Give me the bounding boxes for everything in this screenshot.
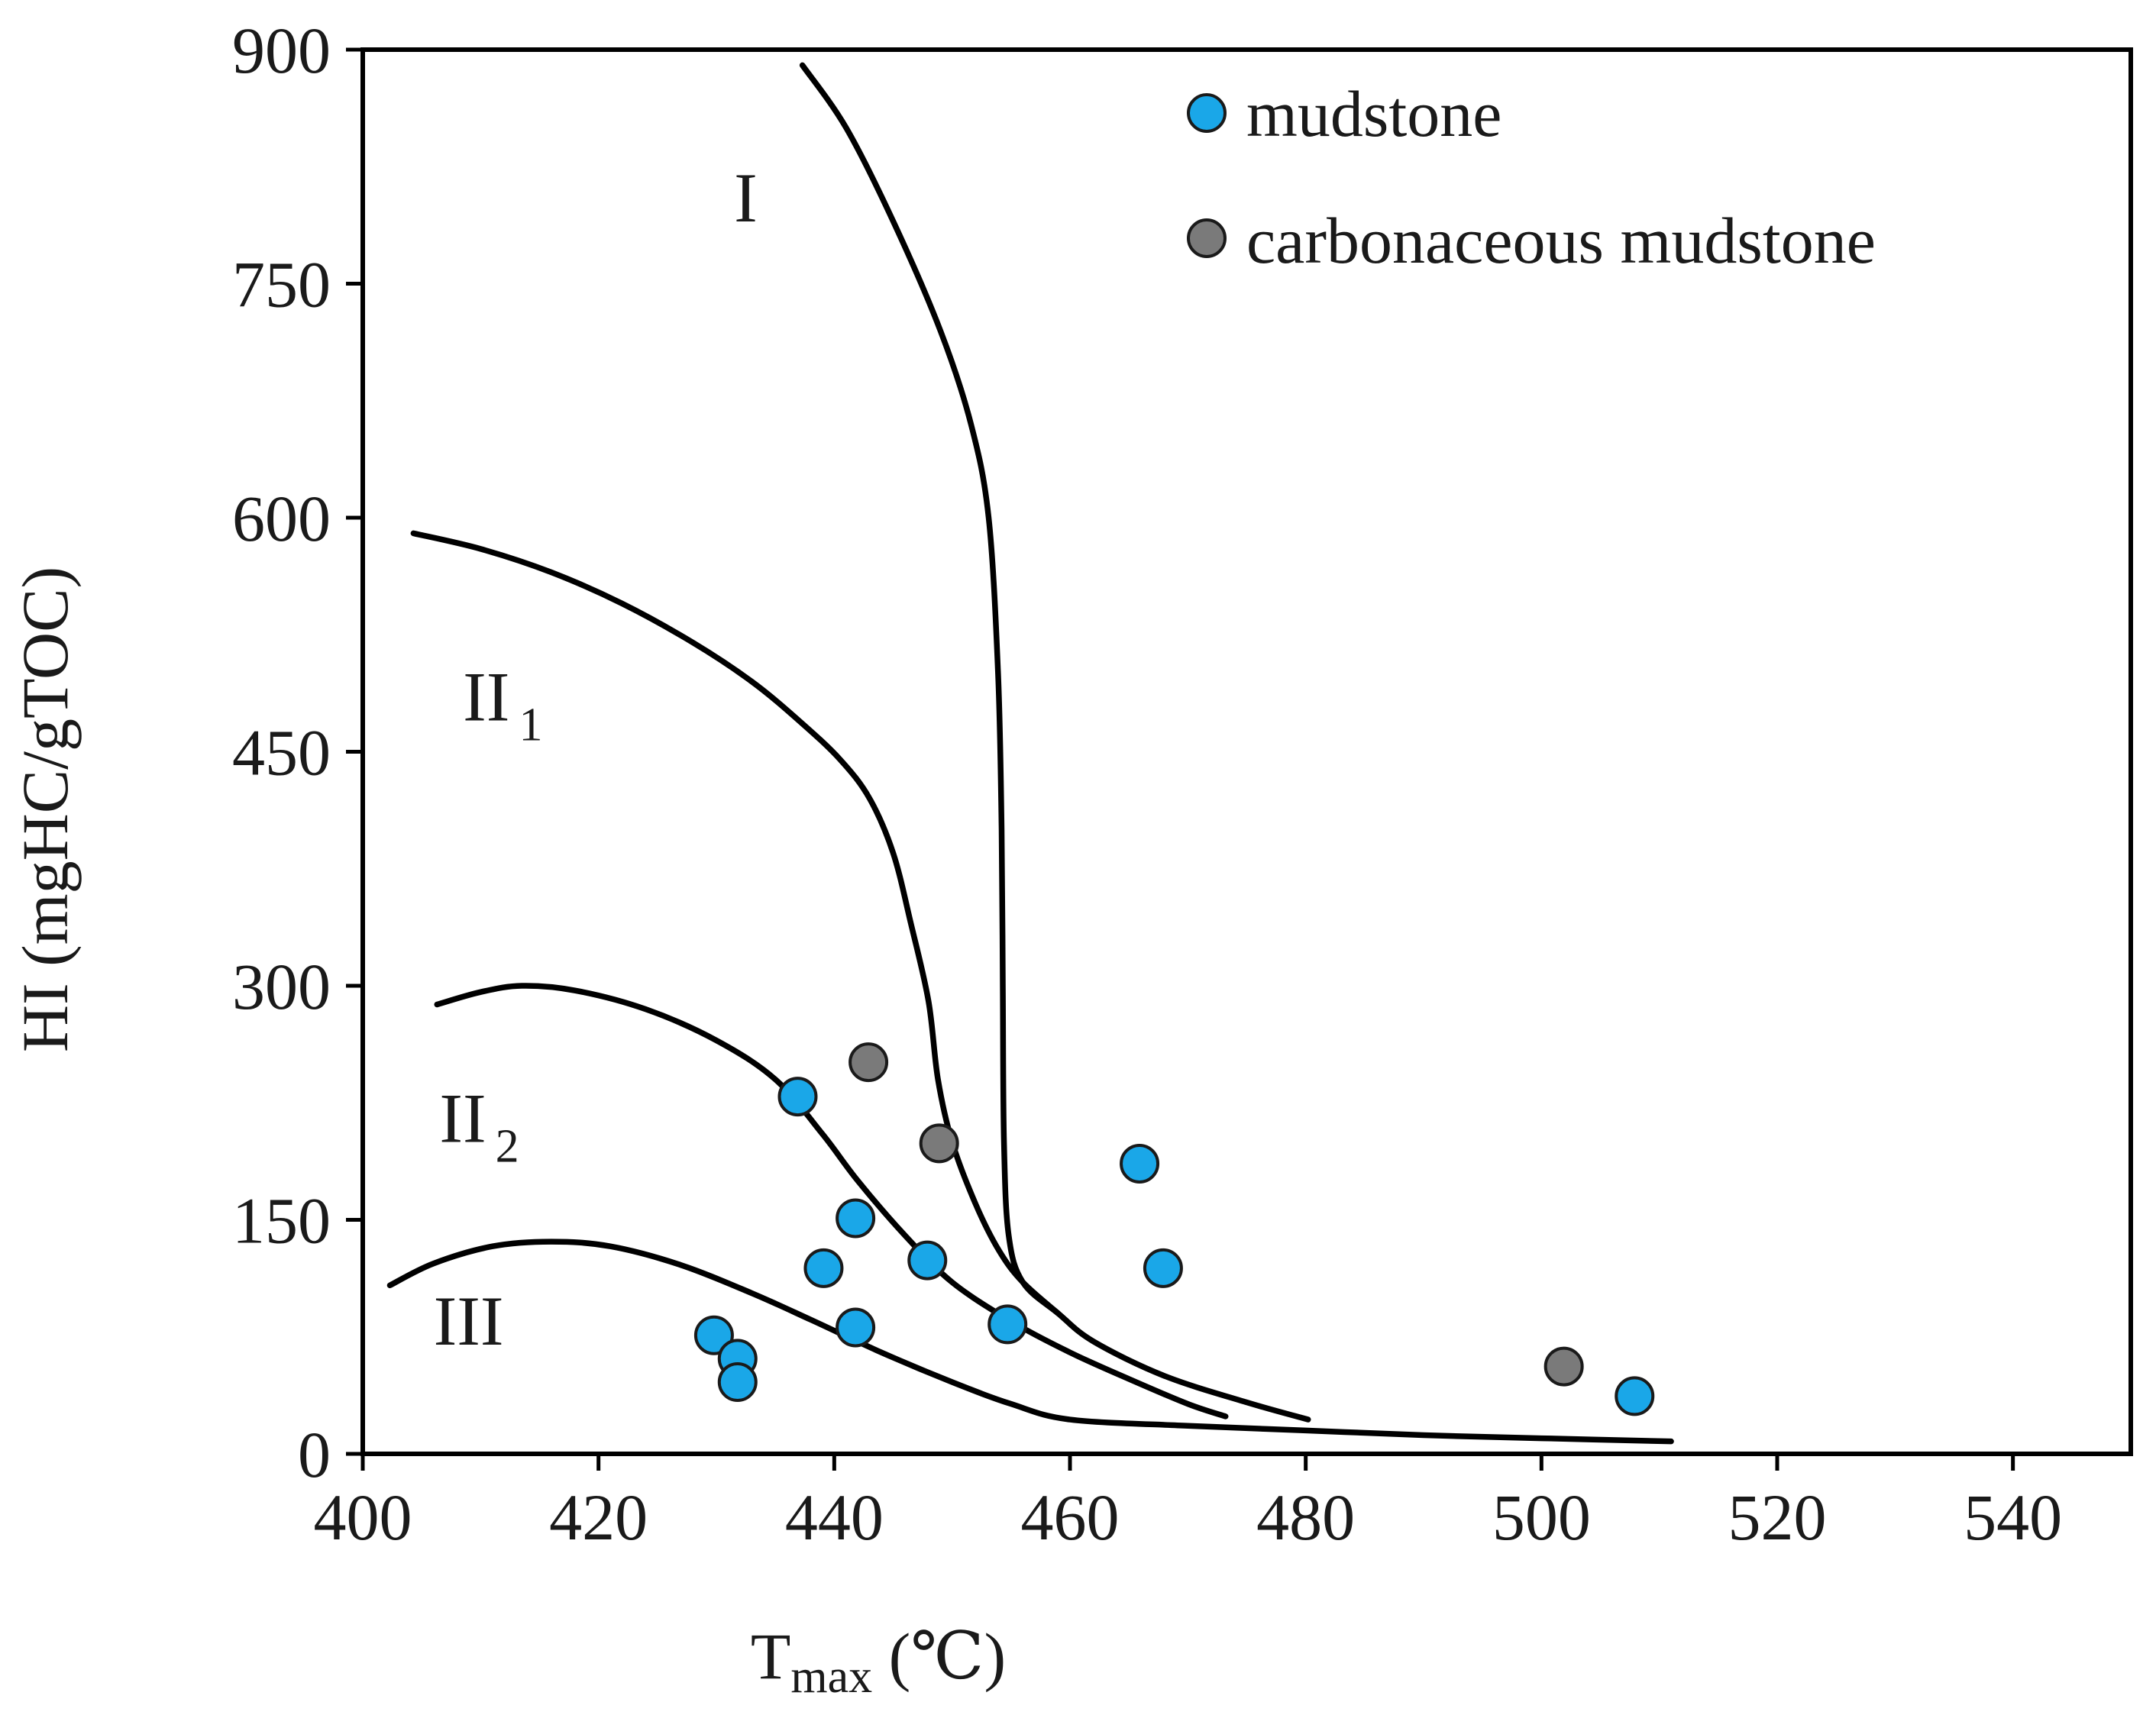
x-axis-title-main: T	[751, 1620, 791, 1693]
point-carbonaceous-mudstone-3	[1543, 1346, 1584, 1387]
region-label-II1: II 1	[463, 658, 542, 751]
x-tick-label-460: 460	[1021, 1481, 1120, 1554]
y-tick-label-150: 150	[232, 1184, 331, 1258]
x-tick-label-540: 540	[1964, 1481, 2062, 1554]
point-mudstone-9	[987, 1304, 1028, 1345]
x-tick-label-500: 500	[1492, 1481, 1591, 1554]
legend: mudstone carbonaceous mudstone	[1187, 77, 1876, 277]
x-tick-label-420: 420	[549, 1481, 648, 1554]
point-mudstone-12	[1615, 1376, 1655, 1416]
axis-ticks: 400 420 440 460 480 500 520 540 0 150 300 450 600 750…	[232, 14, 2062, 1554]
data-points	[693, 1042, 1655, 1416]
x-axis-title: Tmax (℃)	[751, 1620, 1006, 1703]
region-label-III: III	[434, 1282, 504, 1360]
point-carbonaceous-mudstone-1	[849, 1042, 889, 1083]
x-tick-label-400: 400	[314, 1481, 412, 1554]
y-tick-label-600: 600	[232, 482, 331, 555]
point-mudstone-6	[836, 1307, 876, 1348]
x-tick-label-440: 440	[785, 1481, 884, 1554]
y-axis-title: HI (mgHC/gTOC)	[8, 567, 82, 1052]
x-tick-label-520: 520	[1728, 1481, 1827, 1554]
x-axis-title-sub: max	[790, 1651, 872, 1703]
y-tick-label-900: 900	[232, 14, 331, 87]
y-tick-label-300: 300	[232, 950, 331, 1023]
region-label-I: I	[734, 159, 758, 237]
point-mudstone-7	[836, 1198, 876, 1239]
point-mudstone-11	[1143, 1248, 1183, 1288]
legend-marker-carbonaceous-mudstone	[1187, 218, 1227, 258]
y-tick-label-450: 450	[232, 716, 331, 790]
point-mudstone-8	[907, 1240, 948, 1281]
legend-label-mudstone: mudstone	[1246, 77, 1501, 150]
point-mudstone-5	[803, 1248, 844, 1288]
boundary-curve-I	[799, 62, 1311, 1423]
point-mudstone-1	[693, 1315, 734, 1355]
x-tick-label-480: 480	[1256, 1481, 1355, 1554]
boundary-curve-III	[386, 1239, 1674, 1445]
point-mudstone-10	[1120, 1143, 1160, 1184]
x-axis-title-unit: (℃)	[872, 1620, 1006, 1693]
boundary-curves	[386, 62, 1674, 1445]
y-tick-label-750: 750	[232, 248, 331, 321]
region-label-II2: II 2	[439, 1079, 519, 1172]
boundary-curve-II1	[410, 530, 1062, 1316]
legend-label-carbonaceous-mudstone: carbonaceous mudstone	[1246, 204, 1876, 277]
legend-marker-mudstone	[1187, 93, 1227, 133]
point-mudstone-4	[777, 1077, 818, 1117]
region-labels: I II 1 II 2 III	[434, 159, 758, 1360]
boundary-curve-II2	[434, 983, 1229, 1419]
point-mudstone-3	[717, 1362, 758, 1403]
y-tick-label-0: 0	[298, 1418, 331, 1491]
point-carbonaceous-mudstone-2	[919, 1123, 959, 1164]
